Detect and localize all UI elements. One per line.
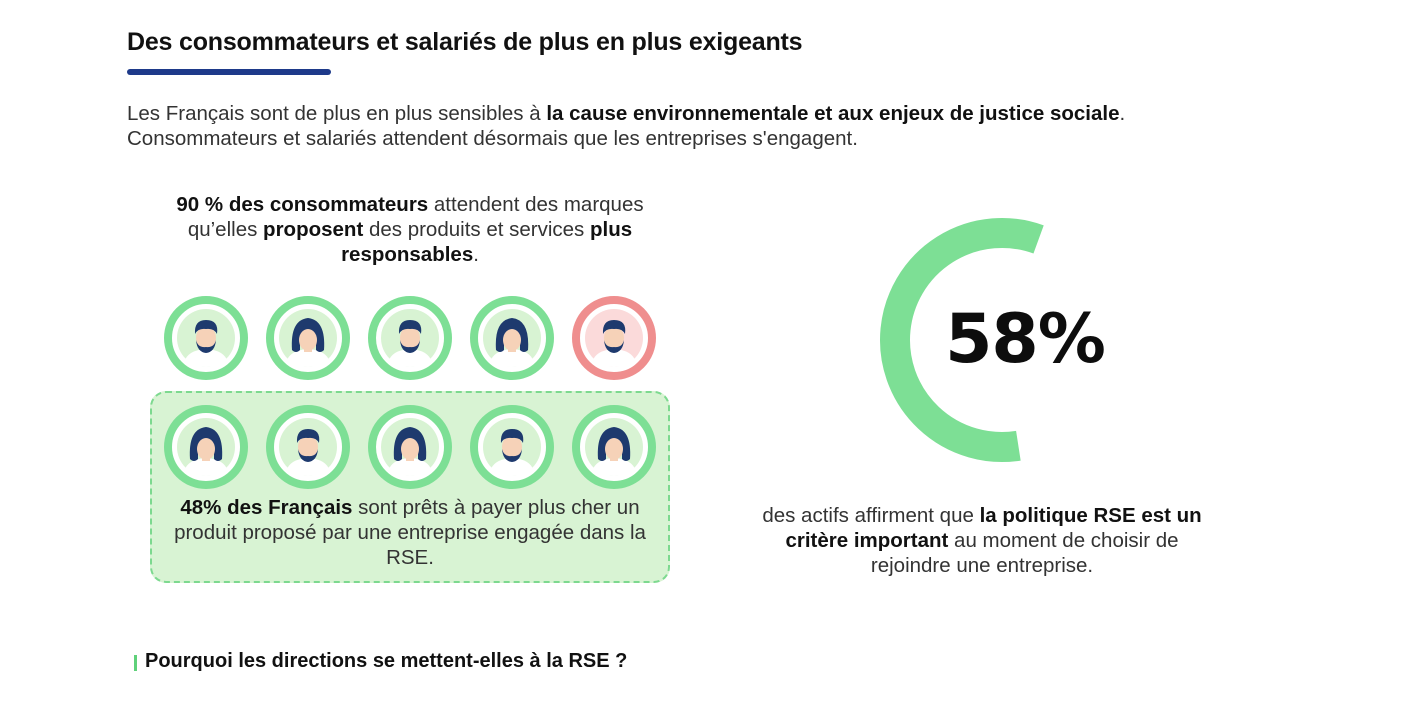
intro-text-c: .	[1119, 102, 1126, 125]
person-row1-3	[366, 294, 454, 382]
stat-48-text: 48% des Français sont prêts à payer plus…	[158, 495, 662, 570]
stat-90-text-2: attendent des marques qu’elles	[187, 193, 644, 241]
section-subtitle: Pourquoi les directions se mettent-elles…	[145, 650, 628, 672]
page-title: Des consommateurs et salariés de plus en…	[127, 28, 803, 56]
stat-90-text-6: .	[473, 243, 479, 266]
intro-line-2: Consommateurs et salariés attendent déso…	[127, 127, 858, 150]
person-male-icon	[164, 296, 248, 380]
person-female-icon	[164, 405, 248, 489]
stat-90-emphasis-2: plus responsables	[341, 218, 633, 266]
person-male-icon	[572, 296, 656, 380]
people-row-1	[162, 294, 658, 382]
person-male-icon	[266, 405, 350, 489]
stat-90-text: 90 % des consommateurs attendent des mar…	[150, 192, 670, 267]
person-female-icon	[368, 405, 452, 489]
stat-90-text-4: des produits et services	[363, 218, 591, 241]
person-row1-4	[468, 294, 556, 382]
stat-48-text-2: sont prêts à payer plus cher un produit …	[174, 496, 646, 569]
person-female-icon	[572, 405, 656, 489]
person-row2-4	[468, 403, 556, 491]
person-male-icon	[470, 405, 554, 489]
intro-emphasis: la cause environnementale et aux enjeux …	[546, 102, 1120, 125]
person-row2-2	[264, 403, 352, 491]
percentage-58: 58%	[945, 300, 1106, 379]
person-male-icon	[368, 296, 452, 380]
stat-90-emphasis-1: proposent	[263, 218, 364, 241]
person-row2-5	[570, 403, 658, 491]
intro-text-a: Les Français sont de plus en plus sensib…	[127, 102, 547, 125]
person-row1-5	[570, 294, 658, 382]
subtitle-accent-bar	[134, 655, 137, 671]
stat-58-text: des actifs affirment que la politique RS…	[752, 503, 1212, 578]
stat-58-text-3: au moment de choisir de rejoindre une en…	[870, 529, 1179, 577]
person-row2-3	[366, 403, 454, 491]
intro-line-1: Les Français sont de plus en plus sensib…	[127, 101, 1287, 126]
intro-text: Les Français sont de plus en plus sensib…	[127, 101, 1287, 151]
person-female-icon	[470, 296, 554, 380]
stat-58-emphasis: la politique RSE est un critère importan…	[785, 504, 1202, 552]
person-row2-1	[162, 403, 250, 491]
stat-90-highlight: 90 % des consommateurs	[176, 193, 429, 216]
person-row1-1	[162, 294, 250, 382]
stat-58-text-1: des actifs affirment que	[762, 504, 980, 527]
donut-chart-58	[880, 218, 1044, 462]
title-underline	[127, 69, 331, 75]
person-female-icon	[266, 296, 350, 380]
person-row1-2	[264, 294, 352, 382]
people-row-2	[162, 403, 658, 491]
stat-48-highlight: 48% des Français	[180, 496, 353, 519]
donut-arc	[880, 218, 1044, 462]
